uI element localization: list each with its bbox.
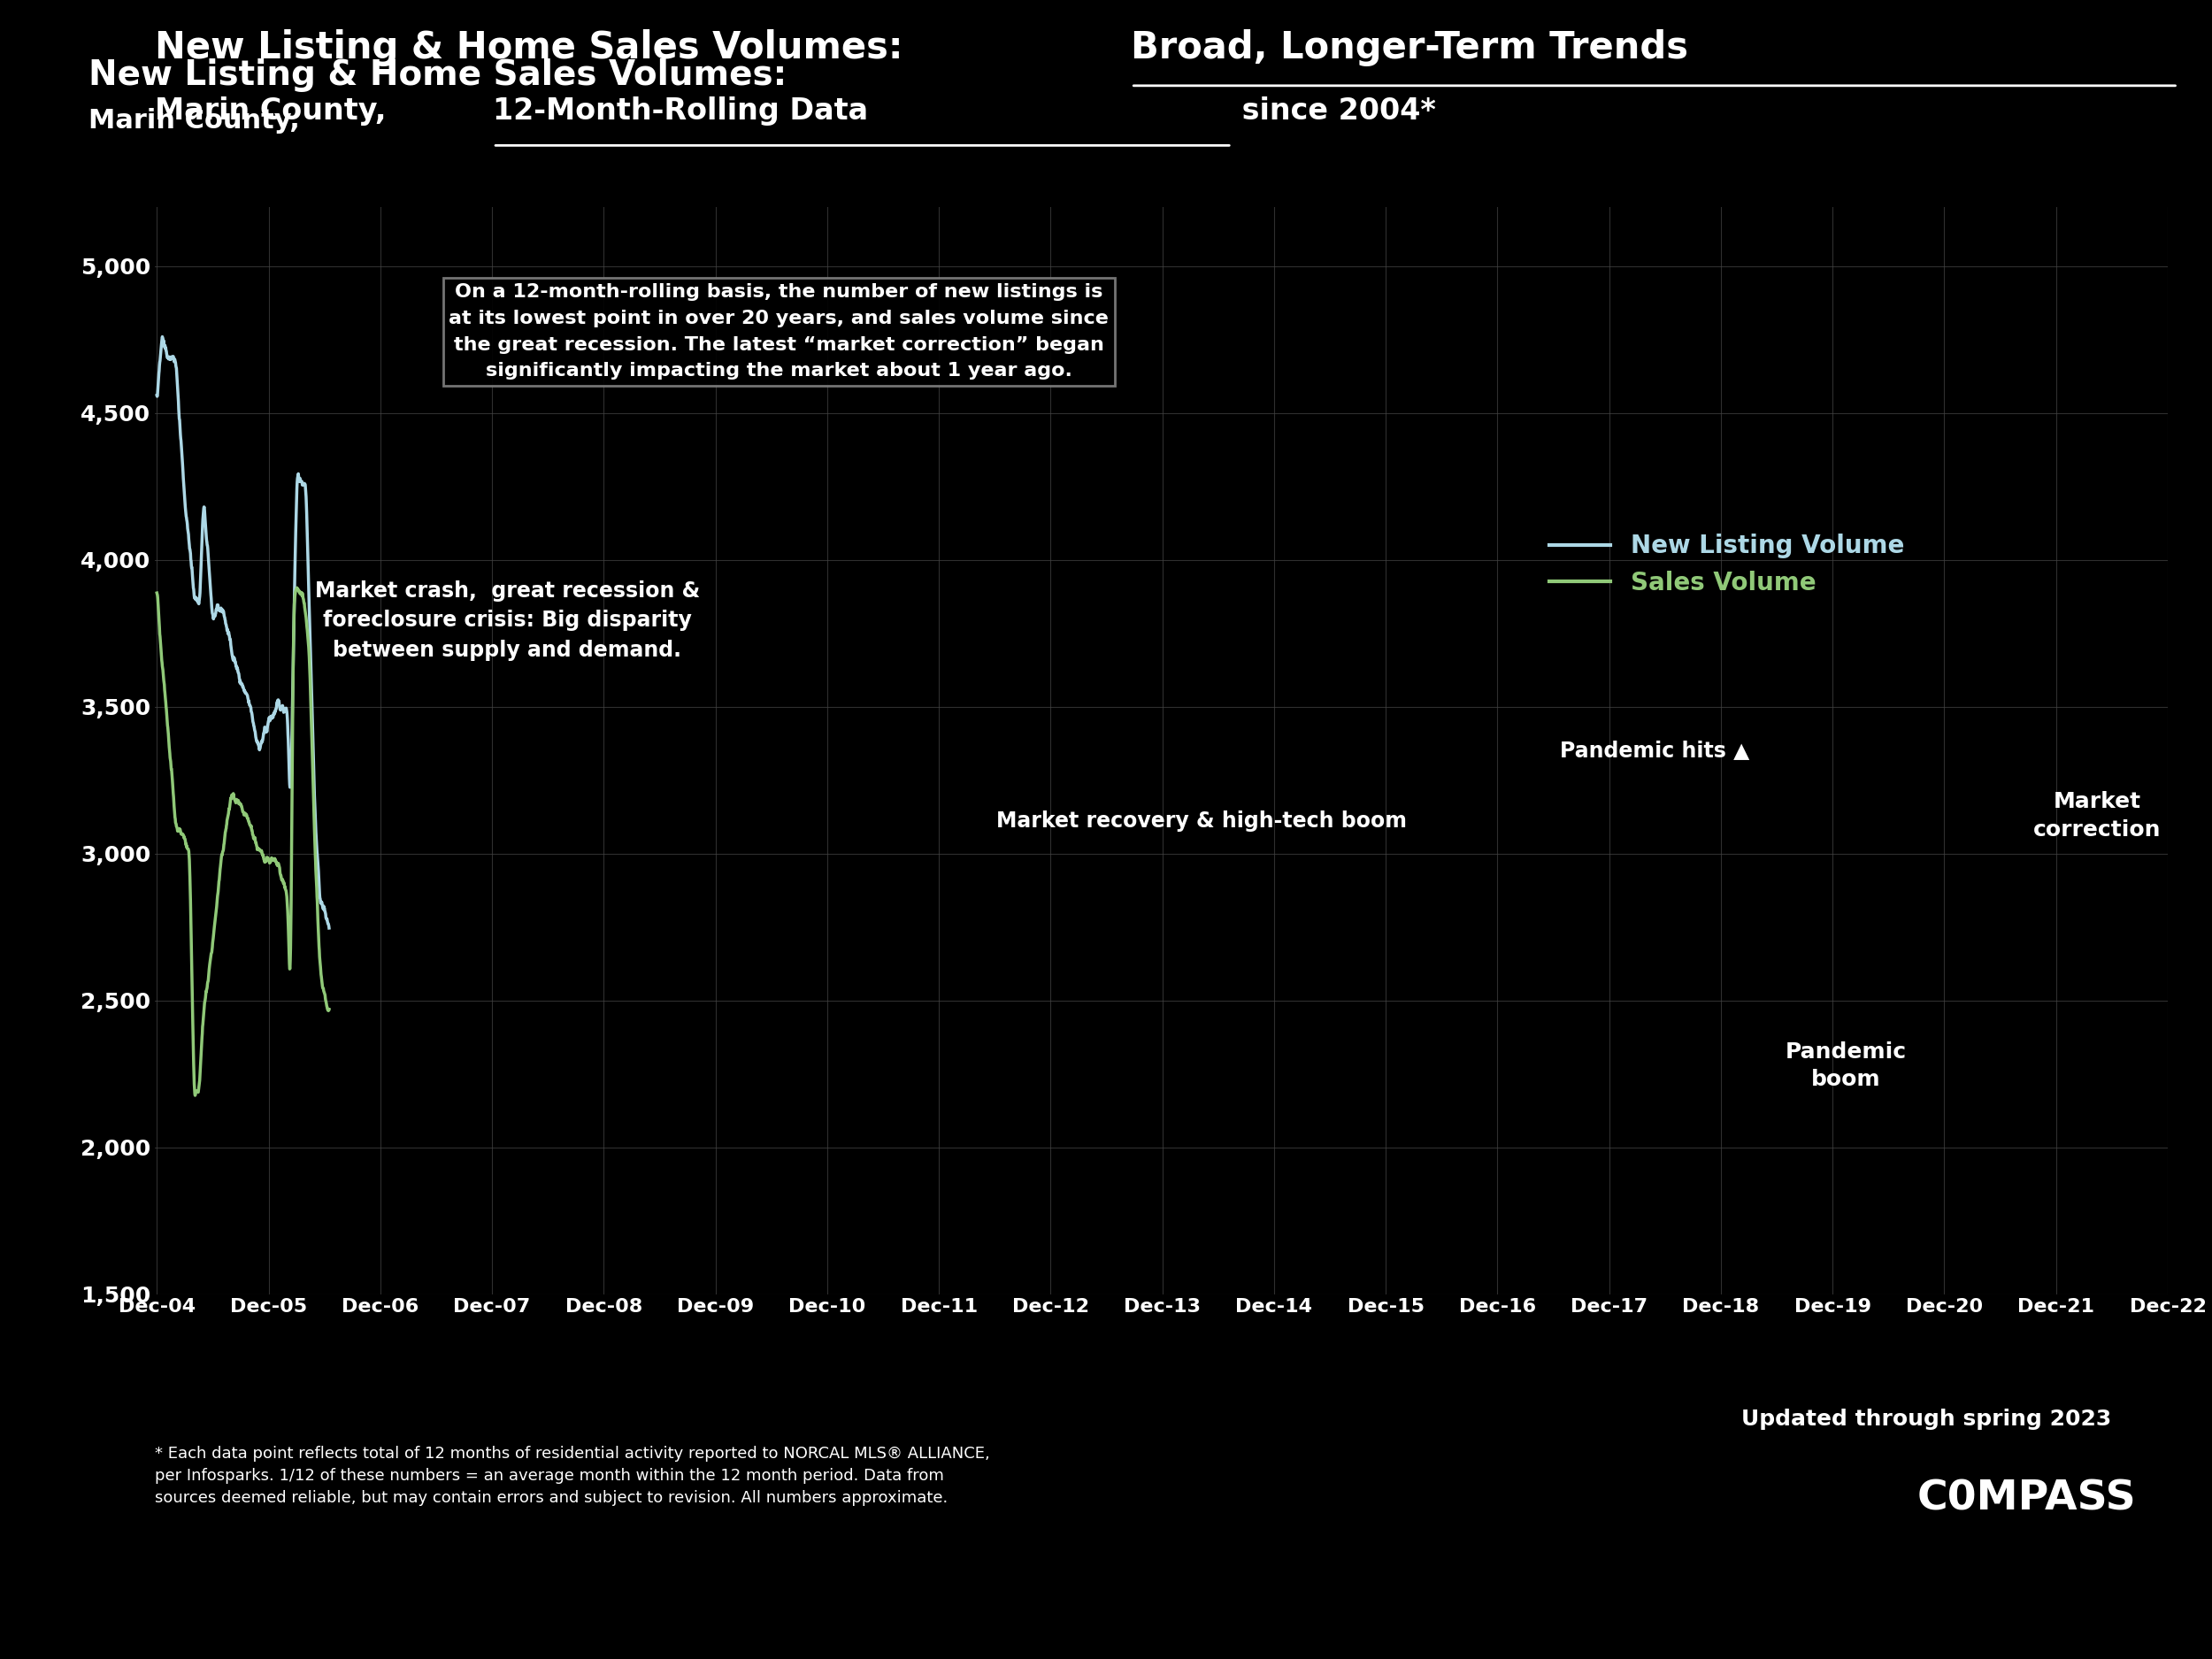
Text: C0MPASS: C0MPASS: [1918, 1478, 2137, 1518]
Text: Broad, Longer-Term Trends: Broad, Longer-Term Trends: [1130, 28, 1688, 66]
Text: since 2004*: since 2004*: [1232, 96, 1436, 126]
Text: Marin County,: Marin County,: [88, 108, 310, 133]
Text: Pandemic
boom: Pandemic boom: [1785, 1042, 1907, 1090]
Text: Market crash,  great recession &
foreclosure crisis: Big disparity
between suppl: Market crash, great recession & foreclos…: [314, 581, 699, 660]
Text: Market recovery & high-tech boom: Market recovery & high-tech boom: [995, 811, 1407, 831]
Text: New Listing & Home Sales Volumes:: New Listing & Home Sales Volumes:: [155, 28, 916, 66]
Text: New Listing & Home Sales Volumes:: New Listing & Home Sales Volumes:: [88, 58, 799, 91]
Text: Updated through spring 2023: Updated through spring 2023: [1741, 1408, 2110, 1430]
Text: On a 12-month-rolling basis, the number of new listings is
at its lowest point i: On a 12-month-rolling basis, the number …: [449, 284, 1108, 380]
Text: Marin County,: Marin County,: [155, 96, 396, 126]
Text: Market
correction: Market correction: [2033, 791, 2161, 841]
Text: * Each data point reflects total of 12 months of residential activity reported t: * Each data point reflects total of 12 m…: [155, 1447, 991, 1506]
Legend: New Listing Volume, Sales Volume: New Listing Volume, Sales Volume: [1540, 524, 1913, 606]
Text: Pandemic hits ▲: Pandemic hits ▲: [1559, 740, 1750, 761]
Text: 12-Month-Rolling Data: 12-Month-Rolling Data: [493, 96, 869, 126]
